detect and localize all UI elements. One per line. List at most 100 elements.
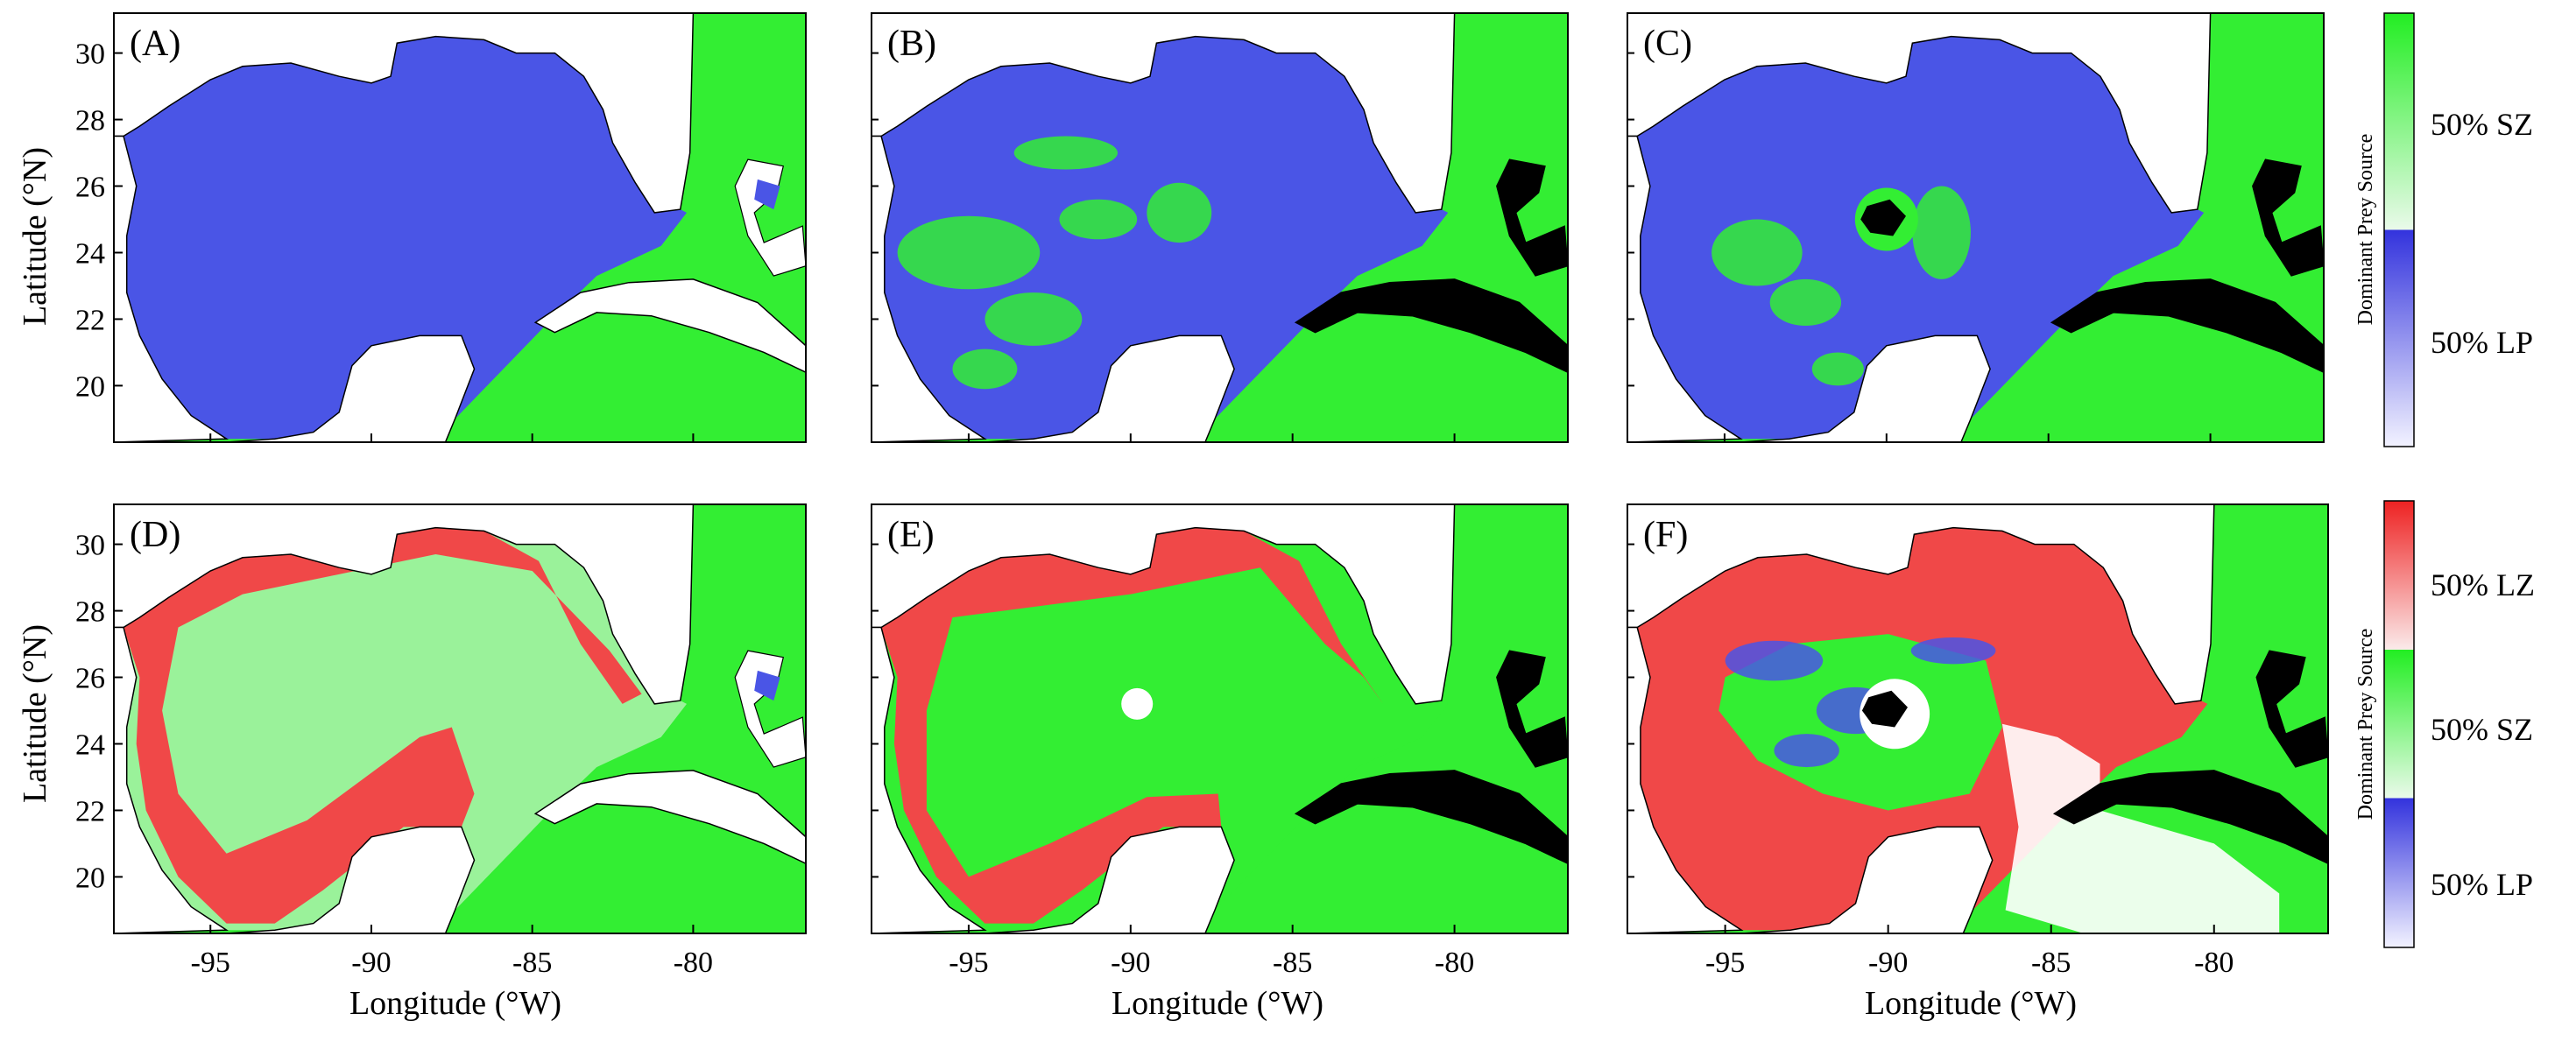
panel-frame — [871, 503, 1569, 934]
panel-e: (E) -95 -90 -85 -80 — [871, 503, 1569, 979]
land-yucatan — [985, 826, 1235, 933]
colorbar-bottom-title: Dominant Prey Source — [2354, 629, 2377, 820]
x-tick-label: -95 — [191, 947, 230, 979]
panel-label: (A) — [130, 24, 180, 64]
x-tick-label: -85 — [2031, 947, 2071, 979]
eddy-filament — [1147, 182, 1212, 243]
panel-d: (D) 30 28 26 24 22 20 -95 -90 -85 -80 — [75, 503, 807, 979]
colorbar-top: Dominant Prey Source 50% SZ 50% LP — [2354, 12, 2533, 447]
panel-label: (E) — [887, 515, 935, 555]
land-mexico — [114, 626, 229, 933]
panel-frame — [1627, 503, 2329, 934]
land-usa — [1627, 13, 2212, 214]
lp-eddy — [1910, 637, 1996, 665]
x-tick-label: -80 — [674, 947, 713, 979]
x-tick-label: -85 — [512, 947, 552, 979]
x-tick-label: -95 — [949, 947, 988, 979]
x-axis-label-right: Longitude (°W) — [1865, 985, 2077, 1022]
panel-label: (B) — [887, 24, 936, 64]
colorbar-bottom-gradient — [2383, 500, 2415, 948]
land-usa — [114, 504, 695, 705]
land-cuba — [533, 770, 806, 865]
colorbar-top-label-sz: 50% SZ — [2431, 107, 2533, 142]
y-tick-label: 30 — [75, 530, 105, 562]
y-tick-label: 28 — [75, 105, 105, 137]
eddy-filament — [1769, 278, 1842, 327]
land-usa — [114, 13, 695, 214]
eddy-filament — [1912, 186, 1971, 279]
eddy-filament — [1059, 199, 1138, 240]
x-tick-label: -80 — [1435, 947, 1474, 979]
land-cuba — [2050, 278, 2324, 374]
x-tick-label: -90 — [351, 947, 391, 979]
bahamas-bank — [754, 670, 780, 701]
land-yucatan — [1740, 334, 1991, 442]
panel-b: (B) — [871, 12, 1569, 443]
colorbar-top-label-lp: 50% LP — [2431, 325, 2533, 360]
colorbar-top-title: Dominant Prey Source — [2354, 134, 2377, 326]
map-panels: (A) 30 28 26 24 22 20 (B) (C) (D) 30 28 26 24 22 20 -95 -… — [75, 12, 2329, 979]
land-usa — [872, 504, 1456, 705]
x-tick-label: -80 — [2194, 947, 2234, 979]
colorbar-bottom-label-sz: 50% SZ — [2431, 712, 2533, 747]
panel-label: (C) — [1643, 24, 1692, 64]
eddy-filament — [1711, 219, 1803, 286]
x-axis-label-middle: Longitude (°W) — [1112, 985, 1323, 1022]
lp-eddy — [1774, 734, 1839, 768]
y-tick-label: 28 — [75, 596, 105, 629]
land-yucatan — [226, 826, 476, 933]
y-axis-label-bottom: Latitude (°N) — [17, 624, 53, 803]
panel-f: (F) -95 -90 -85 -80 — [1627, 503, 2329, 979]
land-yucatan — [985, 334, 1235, 442]
land-mexico — [1627, 135, 1743, 442]
panel-c: (C) — [1627, 12, 2325, 443]
land-yucatan — [226, 334, 476, 442]
land-cuba — [1294, 278, 1568, 374]
land-cuba — [2052, 770, 2328, 865]
y-axis-label-top: Latitude (°N) — [17, 147, 53, 326]
land-mexico — [1627, 626, 1744, 933]
land-bahamas — [2255, 650, 2328, 768]
panel-frame — [113, 503, 807, 934]
eddy-core — [1121, 687, 1154, 720]
land-mexico — [872, 135, 987, 442]
eddy-filament — [1811, 352, 1864, 386]
gulf-water — [124, 527, 687, 931]
eddy-filament — [897, 215, 1041, 290]
land-mexico — [872, 626, 987, 933]
land-bahamas — [734, 650, 806, 768]
y-tick-label: 24 — [75, 237, 105, 270]
eddy-filament — [952, 348, 1018, 390]
panel-frame — [113, 12, 807, 443]
land-usa — [872, 13, 1456, 214]
land-bahamas — [2252, 158, 2324, 277]
eddy-core — [1861, 690, 1908, 728]
gulf-water — [881, 527, 1449, 931]
panel-label: (D) — [130, 515, 180, 555]
colorbar-top-gradient — [2383, 12, 2415, 447]
y-tick-label: 24 — [75, 729, 105, 761]
gulf-water — [124, 36, 687, 440]
y-tick-label: 20 — [75, 862, 105, 894]
x-tick-label: -95 — [1705, 947, 1745, 979]
bahamas-bank — [754, 179, 780, 210]
oligotrophic-water — [2001, 723, 2280, 933]
colorbar-bottom-label-lz: 50% LZ — [2431, 567, 2535, 602]
y-tick-label: 26 — [75, 172, 105, 204]
land-bahamas — [1496, 650, 1568, 768]
panel-label: (F) — [1643, 515, 1688, 555]
land-yucatan — [1741, 826, 1994, 933]
panel-frame — [1627, 12, 2325, 443]
lp-eddy — [1725, 640, 1824, 681]
panel-frame — [871, 12, 1569, 443]
colorbar-bottom: Dominant Prey Source 50% LZ 50% SZ 50% L… — [2354, 500, 2535, 948]
y-tick-label: 30 — [75, 39, 105, 71]
eddy-core — [1860, 199, 1906, 236]
land-bahamas — [1496, 158, 1568, 277]
land-cuba — [1294, 770, 1568, 865]
y-tick-label: 22 — [75, 304, 105, 336]
x-tick-label: -85 — [1273, 947, 1312, 979]
land-bahamas — [734, 158, 806, 277]
y-tick-label: 20 — [75, 370, 105, 403]
colorbar-bottom-label-lp: 50% LP — [2431, 867, 2533, 902]
